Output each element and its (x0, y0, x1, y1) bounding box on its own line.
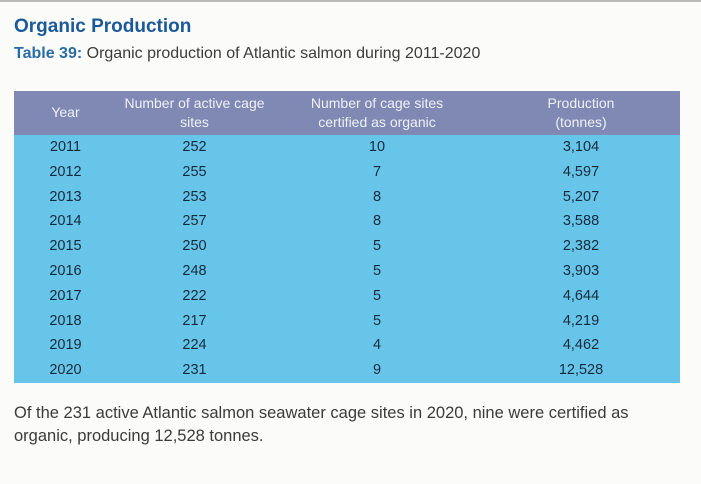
cell-year: 2012 (14, 159, 117, 185)
cell-certified-organic: 8 (272, 209, 482, 234)
column-header-production: Production (tonnes) (482, 90, 680, 135)
cell-active-sites: 250 (117, 233, 272, 259)
cell-active-sites: 222 (117, 283, 272, 309)
cell-active-sites: 217 (117, 308, 272, 334)
cell-certified-organic: 7 (272, 159, 482, 185)
header-production-line2: (tonnes) (555, 113, 607, 130)
cell-production: 3,104 (482, 134, 680, 160)
cell-production: 12,528 (482, 357, 680, 383)
header-certified-line2: certified as organic (318, 113, 436, 130)
cell-year: 2013 (14, 184, 117, 210)
cell-certified-organic: 8 (272, 184, 482, 210)
cell-certified-organic: 5 (272, 283, 482, 309)
column-header-year: Year (14, 90, 117, 135)
cell-production: 4,462 (482, 333, 680, 358)
header-production-line1: Production (547, 94, 615, 111)
cell-active-sites: 257 (117, 209, 272, 234)
organic-production-table: Year Number of active cage sites Number … (14, 90, 680, 383)
header-active-sites-line1: Number of active cage (124, 94, 265, 111)
header-certified-line1: Number of cage sites (310, 94, 444, 111)
column-header-active-cage-sites: Number of active cage sites (117, 90, 272, 135)
cell-production: 2,382 (482, 233, 680, 259)
cell-certified-organic: 4 (272, 333, 482, 358)
cell-certified-organic: 5 (272, 258, 482, 284)
cell-year: 2011 (14, 134, 117, 160)
header-active-sites-line2: sites (180, 113, 209, 130)
table-number-label: Table 39: (14, 44, 83, 62)
cell-year: 2014 (14, 209, 117, 234)
cell-active-sites: 252 (117, 134, 272, 160)
table-row: 2011 252 10 3,104 (14, 134, 680, 160)
table-row: 2012 255 7 4,597 (14, 159, 680, 185)
cell-year: 2017 (14, 283, 117, 309)
table-row: 2016 248 5 3,903 (14, 258, 680, 284)
cell-production: 4,597 (482, 159, 680, 185)
cell-certified-organic: 5 (272, 308, 482, 334)
cell-production: 4,644 (482, 283, 680, 309)
cell-year: 2016 (14, 258, 117, 284)
report-page: Organic Production Table 39: Organic pro… (0, 2, 701, 449)
cell-production: 4,219 (482, 308, 680, 334)
cell-active-sites: 253 (117, 184, 272, 210)
cell-production: 3,588 (482, 209, 680, 234)
table-body: 2011 252 10 3,104 2012 255 7 4,597 2013 … (14, 134, 680, 383)
summary-paragraph: Of the 231 active Atlantic salmon seawat… (14, 403, 629, 446)
page-title: Organic Production (14, 16, 192, 37)
cell-active-sites: 248 (117, 258, 272, 284)
table-row: 2018 217 5 4,219 (14, 308, 680, 334)
cell-active-sites: 255 (117, 159, 272, 185)
cell-production: 5,207 (482, 184, 680, 210)
table-row: 2019 224 4 4,462 (14, 333, 680, 358)
cell-active-sites: 231 (117, 357, 272, 383)
table-header-row: Year Number of active cage sites Number … (14, 90, 680, 135)
cell-year: 2015 (14, 233, 117, 259)
cell-active-sites: 224 (117, 333, 272, 358)
cell-production: 3,903 (482, 258, 680, 284)
cell-year: 2019 (14, 333, 117, 358)
table-caption: Table 39: Organic production of Atlantic… (14, 44, 685, 64)
header-year-line1: Year (51, 104, 80, 121)
table-row: 2014 257 8 3,588 (14, 209, 680, 234)
cell-year: 2018 (14, 308, 117, 334)
table-caption-text: Organic production of Atlantic salmon du… (86, 44, 481, 62)
cell-certified-organic: 5 (272, 233, 482, 259)
table-row: 2020 231 9 12,528 (14, 357, 680, 383)
cell-year: 2020 (14, 357, 117, 383)
table-row: 2017 222 5 4,644 (14, 283, 680, 309)
cell-certified-organic: 10 (272, 134, 482, 160)
column-header-certified-organic: Number of cage sites certified as organi… (272, 90, 482, 135)
cell-certified-organic: 9 (272, 357, 482, 383)
table-row: 2015 250 5 2,382 (14, 233, 680, 259)
table-row: 2013 253 8 5,207 (14, 184, 680, 210)
